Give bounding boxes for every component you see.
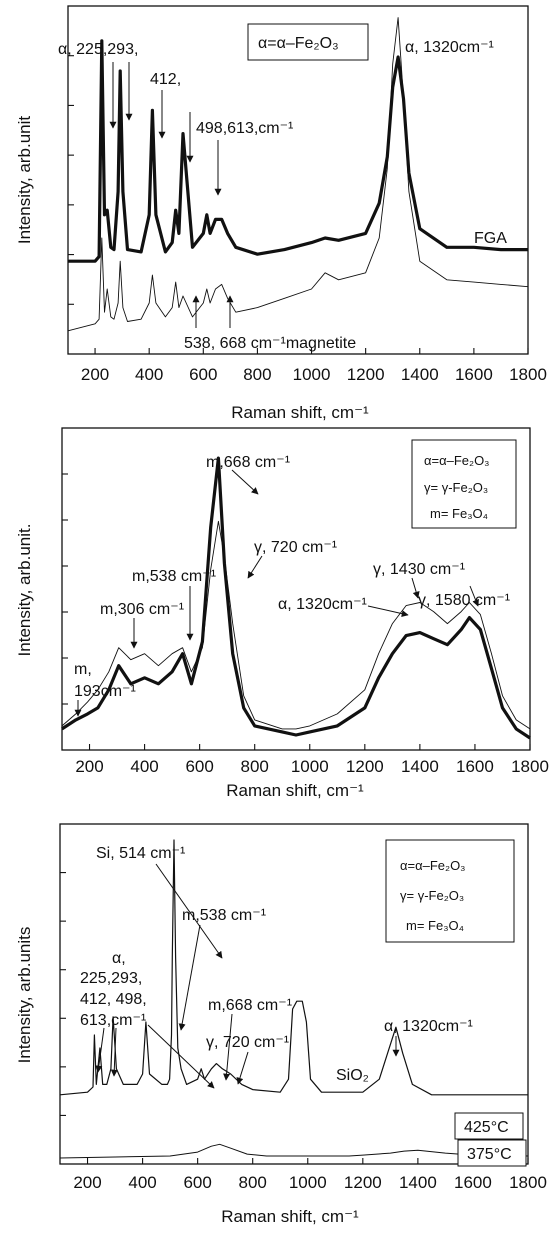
- x-tick-label: 800: [243, 365, 271, 384]
- x-tick-label: 200: [75, 757, 103, 776]
- series-line: [68, 41, 528, 261]
- annotation-label: α, 1320cm⁻¹: [384, 1018, 473, 1035]
- x-tick-label: 1800: [509, 1173, 547, 1192]
- x-tick-label: 600: [189, 365, 217, 384]
- x-tick-label: 400: [130, 757, 158, 776]
- x-tick-label: 800: [241, 757, 269, 776]
- annotation-label: α, 1320cm⁻¹: [278, 596, 367, 613]
- annotation-label: 412, 498,: [80, 991, 147, 1008]
- annotation-label: γ, 1430 cm⁻¹: [373, 561, 465, 578]
- legend-entry: γ= γ-Fe₂O₃: [424, 480, 488, 495]
- y-axis-title-bottom: Intensity, arb.units: [15, 927, 34, 1064]
- x-tick-label: 200: [81, 365, 109, 384]
- x-tick-label: 200: [73, 1173, 101, 1192]
- annotation-label: γ, 1580 cm⁻¹: [418, 592, 510, 609]
- annotation-label: SiO₂: [336, 1067, 369, 1084]
- series-group-top: [68, 18, 528, 331]
- x-tick-label: 1400: [401, 365, 439, 384]
- annotation-label: m,306 cm⁻¹: [100, 601, 184, 618]
- x-axis-title-top: Raman shift, cm⁻¹: [231, 403, 369, 422]
- annotation-label: m,668 cm⁻¹: [206, 454, 290, 471]
- x-tick-label: 1600: [454, 1173, 492, 1192]
- series-line: [68, 18, 528, 331]
- panel-middle: 200 400 600 800 1000 1200 1400 1600 1800 Intensi…: [15, 428, 549, 800]
- annotation-arrow: [148, 1025, 214, 1088]
- legend-entry: α=α–Fe₂O₃: [258, 35, 339, 52]
- x-tick-label: 1200: [346, 757, 384, 776]
- x-tick-label: 1400: [401, 757, 439, 776]
- panel-top: 200 400 600 800 1000 1200 1400 1600 1800 Intensi…: [15, 6, 547, 422]
- annotation-label: m,: [74, 661, 92, 678]
- annotation-label: γ, 720 cm⁻¹: [206, 1034, 289, 1051]
- annotation-label: m,538 cm⁻¹: [182, 907, 266, 924]
- x-tick-label: 600: [183, 1173, 211, 1192]
- annotation-arrow: [232, 470, 258, 494]
- x-tick-label: 1000: [291, 757, 329, 776]
- annotation-label: m,538 cm⁻¹: [132, 568, 216, 585]
- x-tick-label: 1800: [511, 757, 549, 776]
- panel-bottom: 200 400 600 800 1000 1200 1400 1600 1800 Intensi…: [15, 824, 547, 1226]
- x-tick-label: 800: [239, 1173, 267, 1192]
- series-label-425: 425°C: [464, 1119, 509, 1136]
- x-tick-label: 1000: [293, 365, 331, 384]
- x-tick-label: 1400: [399, 1173, 437, 1192]
- annotation-label: m,668 cm⁻¹: [208, 997, 292, 1014]
- legend-entry: α=α–Fe₂O₃: [400, 858, 465, 873]
- annotation-label: Si, 514 cm⁻¹: [96, 845, 185, 862]
- annotation-label: α,: [112, 950, 126, 967]
- legend-entry: γ= γ-Fe₂O₃: [400, 888, 464, 903]
- x-tick-label: 400: [128, 1173, 156, 1192]
- legend-entry: α=α–Fe₂O₃: [424, 453, 489, 468]
- annotation-label: 412,: [150, 71, 181, 88]
- x-tick-label: 1800: [509, 365, 547, 384]
- legend-entry: m= Fe₃O₄: [406, 918, 464, 933]
- x-tick-label: 1600: [456, 757, 494, 776]
- x-tick-label: 400: [135, 365, 163, 384]
- annotation-label: α, 1320cm⁻¹: [405, 39, 494, 56]
- x-axis-title-middle: Raman shift, cm⁻¹: [226, 781, 364, 800]
- legend-entry: m= Fe₃O₄: [430, 506, 488, 521]
- x-tick-label: 1200: [347, 365, 385, 384]
- x-tick-label: 1000: [289, 1173, 327, 1192]
- x-tick-label: 1600: [455, 365, 493, 384]
- annotation-label: 193cm⁻¹: [74, 683, 136, 700]
- y-axis-title-top: Intensity, arb.unit: [15, 116, 34, 244]
- x-tick-label: 1200: [344, 1173, 382, 1192]
- annotation-arrow: [248, 556, 262, 578]
- annotation-arrow: [181, 925, 200, 1030]
- annotation-arrow: [412, 578, 418, 598]
- annotation-label: 613,cm⁻¹: [80, 1012, 146, 1029]
- x-tick-label: 600: [185, 757, 213, 776]
- annotation-label: α, 225,293,: [58, 41, 138, 58]
- series-label-fga: FGA: [474, 230, 507, 247]
- annotation-label: 538, 668 cm⁻¹magnetite: [184, 335, 356, 352]
- x-axis-title-bottom: Raman shift, cm⁻¹: [221, 1207, 359, 1226]
- annotation-label: 498,613,cm⁻¹: [196, 120, 293, 137]
- annotation-arrow: [238, 1052, 248, 1084]
- annotation-label: γ, 720 cm⁻¹: [254, 539, 337, 556]
- series-label-375: 375°C: [467, 1146, 512, 1163]
- y-axis-title-middle: Intensity, arb.unit.: [15, 524, 34, 657]
- annotation-label: 225,293,: [80, 970, 142, 987]
